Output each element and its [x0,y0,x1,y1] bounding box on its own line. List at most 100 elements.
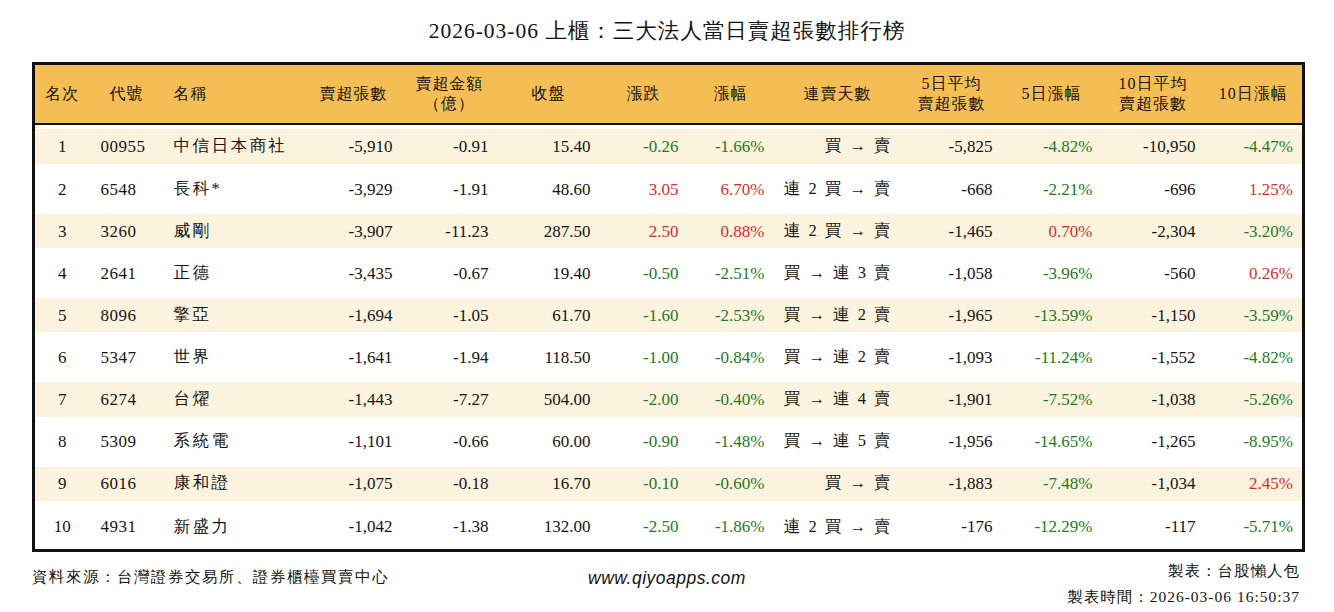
cell-10d-change-pct: 1.25% [1205,168,1304,210]
table-row: 4 2641 正德 -3,435 -0.67 19.40 -0.50 -2.51… [34,252,1304,294]
cell-5d-change-pct: 0.70% [1002,210,1102,252]
cell-rank: 8 [34,421,90,463]
cell-name: 擎亞 [164,294,306,336]
cell-avg10-sell: -1,038 [1102,378,1205,420]
cell-rank: 7 [34,378,90,420]
table-row: 6 5347 世界 -1,641 -1.94 118.50 -1.00 -0.8… [34,336,1304,378]
cell-avg10-sell: -1,034 [1102,463,1205,505]
cell-sell-amount: -0.18 [402,463,498,505]
ranking-table-container: 名次 代號 名稱 賣超張數 賣超金額 （億） 收盤 漲跌 漲幅 連賣天數 5日平… [32,62,1305,552]
cell-sell-streak: 買 → 連 5 賣 [774,421,902,463]
cell-avg10-sell: -117 [1102,505,1205,551]
cell-rank: 4 [34,252,90,294]
cell-sell-amount: -0.91 [402,124,498,169]
cell-sell-streak: 買 → 連 2 賣 [774,336,902,378]
cell-change-pct: 6.70% [688,168,774,210]
report-maker: 製表：台股懶人包 [1067,558,1300,584]
cell-sell-qty: -3,435 [306,252,402,294]
header-change: 漲跌 [600,64,688,124]
ranking-table: 名次 代號 名稱 賣超張數 賣超金額 （億） 收盤 漲跌 漲幅 連賣天數 5日平… [32,62,1305,552]
cell-change-pct: -0.84% [688,336,774,378]
cell-change-pct: -1.86% [688,505,774,551]
cell-sell-qty: -1,075 [306,463,402,505]
cell-sell-amount: -0.67 [402,252,498,294]
cell-avg5-sell: -1,956 [902,421,1002,463]
cell-code: 6548 [90,168,164,210]
table-row: 5 8096 擎亞 -1,694 -1.05 61.70 -1.60 -2.53… [34,294,1304,336]
cell-10d-change-pct: -5.26% [1205,378,1304,420]
cell-10d-change-pct: -4.47% [1205,124,1304,169]
cell-close: 61.70 [498,294,600,336]
cell-change-pct: 0.88% [688,210,774,252]
cell-sell-streak: 買 → 連 2 賣 [774,294,902,336]
cell-10d-change-pct: -4.82% [1205,336,1304,378]
cell-10d-change-pct: -3.59% [1205,294,1304,336]
table-header-row: 名次 代號 名稱 賣超張數 賣超金額 （億） 收盤 漲跌 漲幅 連賣天數 5日平… [34,64,1304,124]
cell-sell-amount: -1.05 [402,294,498,336]
header-sell-amount: 賣超金額 （億） [402,64,498,124]
cell-sell-amount: -1.94 [402,336,498,378]
cell-sell-streak: 買 → 賣 [774,124,902,169]
cell-sell-qty: -5,910 [306,124,402,169]
cell-name: 中信日本商社 [164,124,306,169]
cell-rank: 5 [34,294,90,336]
cell-sell-qty: -1,694 [306,294,402,336]
cell-close: 16.70 [498,463,600,505]
cell-change: -2.50 [600,505,688,551]
cell-change-pct: -0.40% [688,378,774,420]
cell-sell-amount: -1.38 [402,505,498,551]
cell-name: 康和證 [164,463,306,505]
cell-5d-change-pct: -14.65% [1002,421,1102,463]
cell-10d-change-pct: 0.26% [1205,252,1304,294]
cell-code: 00955 [90,124,164,169]
cell-avg5-sell: -1,883 [902,463,1002,505]
cell-avg10-sell: -560 [1102,252,1205,294]
cell-change: -0.10 [600,463,688,505]
cell-avg10-sell: -1,150 [1102,294,1205,336]
report-credits: 製表：台股懶人包 製表時間：2026-03-06 16:50:37 [1067,558,1300,609]
cell-sell-streak: 連 2 買 → 賣 [774,505,902,551]
cell-avg5-sell: -1,901 [902,378,1002,420]
cell-code: 3260 [90,210,164,252]
cell-rank: 1 [34,124,90,169]
cell-code: 4931 [90,505,164,551]
cell-avg10-sell: -696 [1102,168,1205,210]
cell-sell-qty: -3,907 [306,210,402,252]
cell-avg5-sell: -1,965 [902,294,1002,336]
cell-avg10-sell: -1,552 [1102,336,1205,378]
table-body: 1 00955 中信日本商社 -5,910 -0.91 15.40 -0.26 … [34,124,1304,551]
cell-change-pct: -0.60% [688,463,774,505]
cell-sell-qty: -1,042 [306,505,402,551]
cell-close: 504.00 [498,378,600,420]
cell-rank: 2 [34,168,90,210]
cell-code: 2641 [90,252,164,294]
cell-sell-qty: -1,443 [306,378,402,420]
cell-change: -0.26 [600,124,688,169]
cell-close: 48.60 [498,168,600,210]
cell-change-pct: -1.66% [688,124,774,169]
cell-sell-qty: -1,641 [306,336,402,378]
header-avg10-sell: 10日平均 賣超張數 [1102,64,1205,124]
header-avg5-sell: 5日平均 賣超張數 [902,64,1002,124]
cell-5d-change-pct: -13.59% [1002,294,1102,336]
table-header: 名次 代號 名稱 賣超張數 賣超金額 （億） 收盤 漲跌 漲幅 連賣天數 5日平… [34,64,1304,124]
cell-name: 威剛 [164,210,306,252]
header-name: 名稱 [164,64,306,124]
table-row: 7 6274 台燿 -1,443 -7.27 504.00 -2.00 -0.4… [34,378,1304,420]
header-rank: 名次 [34,64,90,124]
cell-sell-qty: -3,929 [306,168,402,210]
cell-sell-streak: 連 2 買 → 賣 [774,168,902,210]
cell-close: 60.00 [498,421,600,463]
cell-sell-amount: -0.66 [402,421,498,463]
cell-code: 5309 [90,421,164,463]
cell-avg10-sell: -2,304 [1102,210,1205,252]
cell-5d-change-pct: -7.48% [1002,463,1102,505]
cell-10d-change-pct: -5.71% [1205,505,1304,551]
cell-name: 正德 [164,252,306,294]
cell-sell-amount: -1.91 [402,168,498,210]
cell-name: 系統電 [164,421,306,463]
cell-rank: 10 [34,505,90,551]
cell-sell-qty: -1,101 [306,421,402,463]
cell-sell-amount: -11.23 [402,210,498,252]
cell-5d-change-pct: -2.21% [1002,168,1102,210]
